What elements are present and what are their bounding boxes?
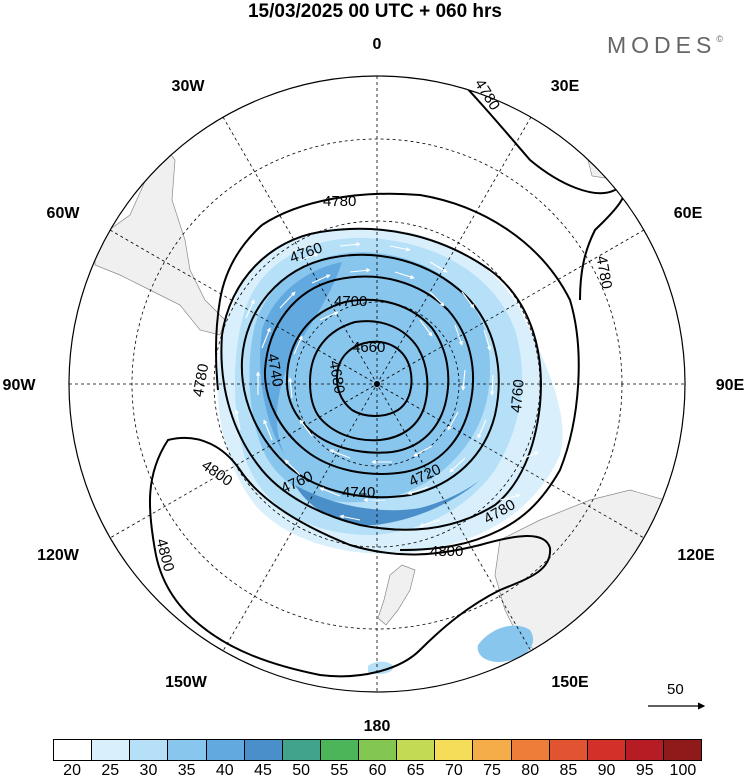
shading-jet-core bbox=[295, 480, 480, 526]
lon-30e: 30E bbox=[551, 78, 580, 95]
colorbar-swatch bbox=[587, 740, 626, 760]
colorbar-swatch bbox=[625, 740, 664, 760]
shading-patch-170e bbox=[368, 661, 394, 675]
colorbar-tick-label: 85 bbox=[559, 762, 578, 779]
colorbar-tick-label: 25 bbox=[101, 762, 120, 779]
contour-label: 4760 bbox=[508, 379, 528, 414]
contour-4760 bbox=[220, 227, 542, 531]
shading-patch-150e bbox=[477, 625, 534, 662]
colorbar-swatch bbox=[549, 740, 588, 760]
contour-label: 4780 bbox=[190, 362, 213, 398]
colorbar-tick-label: 70 bbox=[444, 762, 463, 779]
colorbar-tick-label: 45 bbox=[254, 762, 272, 779]
contour-label: 4700 bbox=[334, 293, 367, 310]
contour-4780-west bbox=[214, 224, 263, 391]
lon-30w: 30W bbox=[172, 78, 206, 95]
colorbar-swatch bbox=[54, 740, 93, 760]
colorbar-tick-label: 80 bbox=[521, 762, 540, 779]
contour-label: 4800 bbox=[198, 457, 235, 490]
contour-label: 4680 bbox=[325, 359, 348, 395]
colorbar-tick-label: 65 bbox=[406, 762, 425, 779]
lon-120w: 120W bbox=[37, 547, 80, 564]
colorbar-swatch bbox=[168, 740, 207, 760]
contour-4780-main bbox=[261, 192, 580, 551]
lon-90w: 90W bbox=[3, 377, 37, 394]
brand-text: MODES bbox=[607, 32, 717, 58]
contour-4800 bbox=[149, 436, 552, 678]
colorbar-swatch bbox=[244, 740, 283, 760]
reference-vector-label: 50 bbox=[667, 681, 684, 698]
lon-150e: 150E bbox=[551, 674, 589, 691]
contour-label: 4800 bbox=[430, 543, 463, 560]
contour-4700 bbox=[285, 298, 450, 454]
colorbar-tick-label: 75 bbox=[483, 762, 501, 779]
wind-vectors bbox=[234, 242, 539, 528]
colorbar-swatch bbox=[282, 740, 321, 760]
colorbar-swatch bbox=[397, 740, 436, 760]
contour-label: 4780 bbox=[323, 193, 356, 210]
contour-label: 4800 bbox=[152, 537, 177, 574]
contour-4680 bbox=[308, 320, 429, 442]
lon-60w: 60W bbox=[47, 205, 81, 222]
contour-label: 4740 bbox=[264, 352, 287, 388]
colorbar-tick-label: 55 bbox=[330, 762, 349, 779]
land-new-zealand bbox=[377, 564, 416, 626]
lon-120e: 120E bbox=[677, 547, 715, 564]
colorbar-tick-label: 40 bbox=[215, 762, 234, 779]
contour-label: 4780 bbox=[471, 76, 503, 113]
lon-90e: 90E bbox=[716, 377, 745, 394]
colorbar-tick-label: 20 bbox=[63, 762, 81, 779]
colorbar-tick-label: 35 bbox=[177, 762, 196, 779]
reference-vector: 50 bbox=[648, 681, 706, 710]
contour-label: 4740 bbox=[342, 484, 375, 501]
colorbar-labels: 20 25 30 35 40 45 50 55 60 65 70 75 80 85 90 95 100 bbox=[0, 762, 750, 782]
lon-180: 180 bbox=[364, 718, 391, 735]
land-madagascar bbox=[587, 147, 621, 179]
colorbar-tick-label: 60 bbox=[368, 762, 387, 779]
brand-mark: © bbox=[716, 34, 723, 44]
colorbar-tick-label: 95 bbox=[635, 762, 654, 779]
lon-0: 0 bbox=[373, 36, 382, 53]
map-title: 15/03/2025 00 UTC + 060 hrs bbox=[247, 1, 503, 22]
height-contours bbox=[149, 76, 632, 678]
contour-4720 bbox=[263, 275, 475, 475]
colorbar-swatch bbox=[206, 740, 245, 760]
shading-35-40 bbox=[260, 262, 342, 455]
colorbar-swatch bbox=[473, 740, 512, 760]
colorbar-swatch bbox=[130, 740, 169, 760]
lon-150w: 150W bbox=[165, 674, 208, 691]
contour-label: 4660 bbox=[352, 339, 385, 356]
colorbar-swatch bbox=[664, 740, 702, 760]
colorbar-tick-label: 30 bbox=[139, 762, 158, 779]
colorbar-tick-label: 90 bbox=[597, 762, 616, 779]
colorbar-swatch bbox=[359, 740, 398, 760]
colorbar bbox=[53, 739, 702, 761]
contour-label: 4780 bbox=[593, 255, 616, 291]
colorbar-swatch bbox=[511, 740, 550, 760]
colorbar-swatch bbox=[320, 740, 359, 760]
colorbar-tick-label: 50 bbox=[292, 762, 311, 779]
colorbar-swatch bbox=[92, 740, 131, 760]
colorbar-swatch bbox=[435, 740, 474, 760]
contour-4740 bbox=[240, 253, 500, 499]
brand-logo: MODES© bbox=[607, 32, 723, 59]
contour-4660 bbox=[335, 340, 413, 417]
longitude-labels: 0 30E 60E 90E 120E 150E 180 150W 120W 90… bbox=[3, 36, 745, 735]
lon-60e: 60E bbox=[674, 205, 703, 222]
colorbar-tick-label: 100 bbox=[669, 762, 697, 779]
map-boundary bbox=[68, 75, 686, 693]
land-south-america bbox=[94, 139, 226, 336]
south-pole-marker bbox=[374, 381, 380, 387]
